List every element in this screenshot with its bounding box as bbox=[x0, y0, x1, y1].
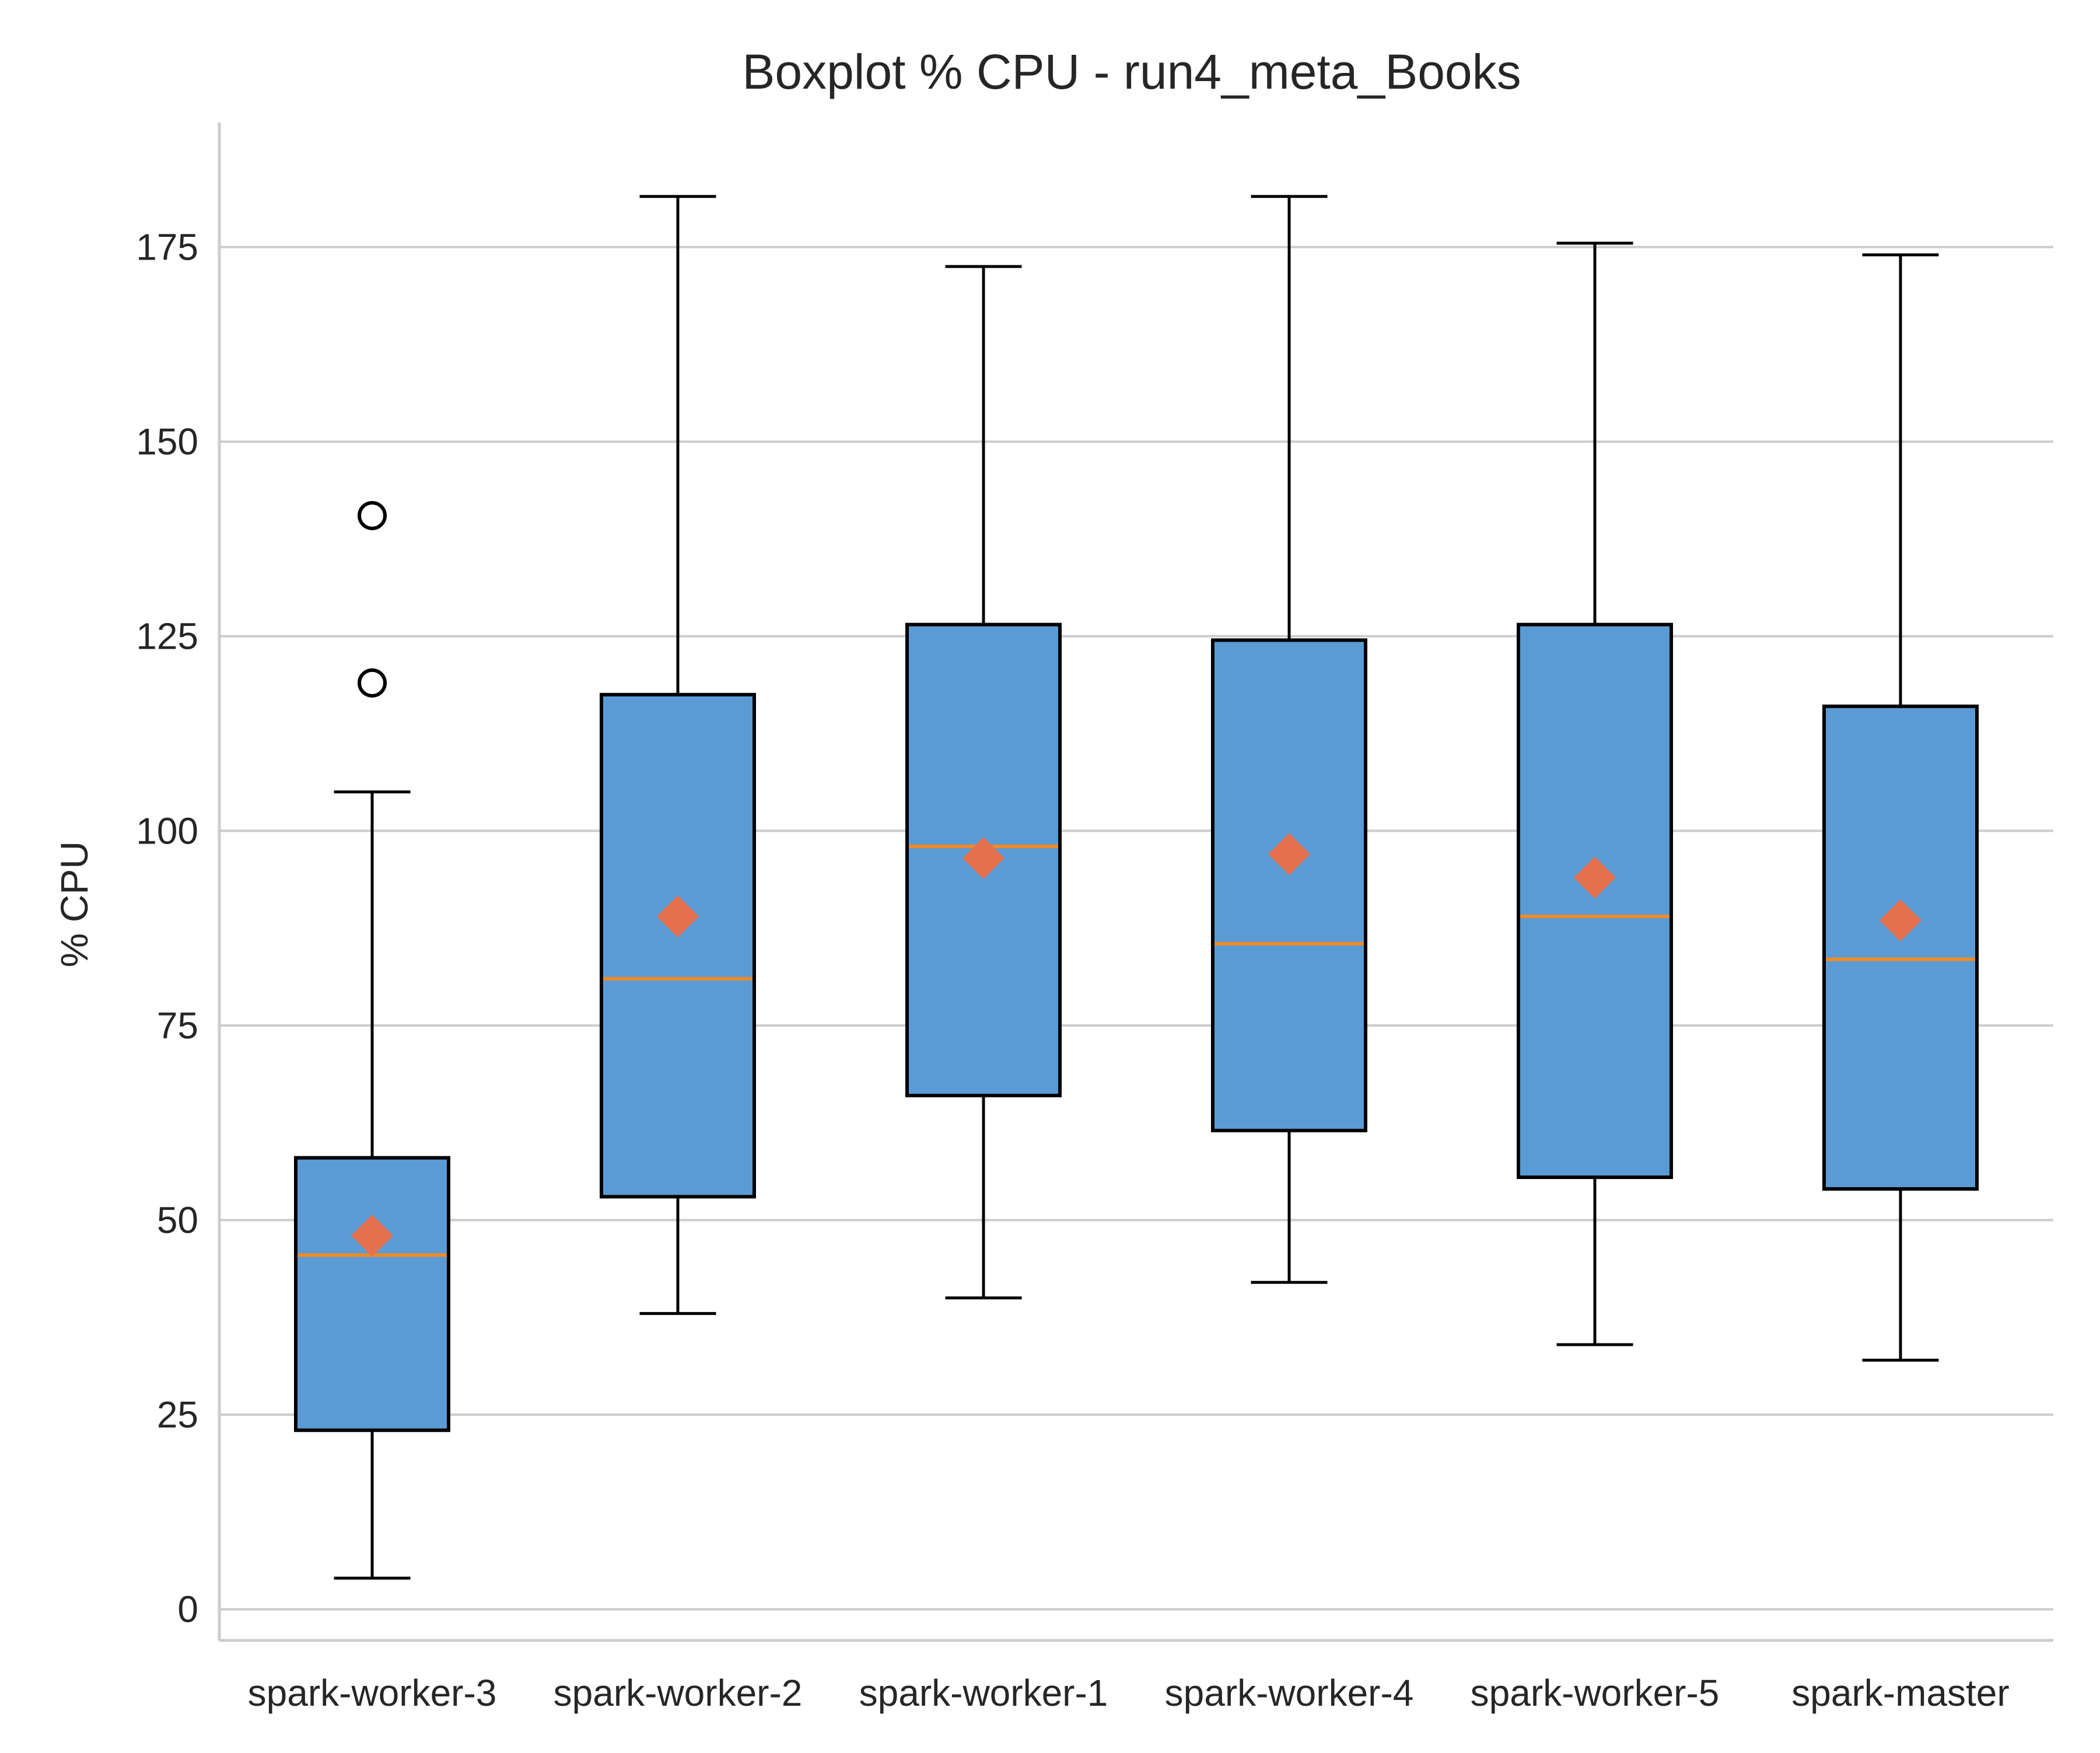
y-tick-label: 75 bbox=[157, 1005, 198, 1047]
chart-title: Boxplot % CPU - run4_meta_Books bbox=[742, 44, 1521, 99]
grid-lines bbox=[219, 246, 2053, 1611]
y-tick-labels: 0 25 50 75 100 125 150 175 bbox=[136, 226, 198, 1630]
x-tick-label: spark-worker-5 bbox=[1471, 1672, 1720, 1714]
box-group bbox=[1517, 242, 1673, 1346]
x-tick-labels: spark-worker-3 spark-worker-2 spark-worker… bbox=[248, 1672, 2010, 1714]
iqr-box bbox=[294, 1156, 450, 1432]
y-tick-label: 25 bbox=[157, 1394, 198, 1436]
mean-marker bbox=[1574, 856, 1616, 899]
iqr-box bbox=[1517, 622, 1673, 1180]
y-tick-label: 100 bbox=[136, 810, 198, 852]
outlier-point bbox=[358, 501, 387, 530]
x-tick-label: spark-worker-2 bbox=[554, 1672, 803, 1714]
box-group bbox=[1822, 253, 1979, 1362]
mean-marker bbox=[1268, 833, 1310, 876]
y-tick-label: 150 bbox=[136, 421, 198, 463]
y-tick-label: 125 bbox=[136, 615, 198, 657]
mean-marker bbox=[351, 1215, 393, 1257]
y-tick-label: 50 bbox=[157, 1199, 198, 1241]
iqr-box bbox=[600, 692, 756, 1199]
x-tick-label: spark-worker-3 bbox=[248, 1672, 497, 1714]
mean-marker bbox=[1880, 899, 1922, 942]
iqr-box bbox=[1822, 704, 1979, 1191]
iqr-box bbox=[1211, 638, 1367, 1132]
mean-marker bbox=[657, 895, 699, 938]
outlier-point bbox=[358, 668, 387, 698]
x-tick-label: spark-worker-4 bbox=[1165, 1672, 1414, 1714]
mean-marker bbox=[963, 837, 1005, 879]
y-tick-label: 175 bbox=[136, 226, 198, 268]
boxes bbox=[294, 195, 1979, 1580]
x-tick-label: spark-worker-1 bbox=[859, 1672, 1108, 1714]
box-group bbox=[1211, 195, 1367, 1284]
axes bbox=[218, 123, 2053, 1642]
box-group bbox=[600, 195, 756, 1315]
box-group bbox=[294, 501, 450, 1580]
box-group bbox=[905, 265, 1062, 1300]
y-tick-label: 0 bbox=[177, 1588, 198, 1630]
y-axis-label: % CPU bbox=[52, 841, 96, 967]
x-tick-label: spark-master bbox=[1791, 1672, 2009, 1714]
